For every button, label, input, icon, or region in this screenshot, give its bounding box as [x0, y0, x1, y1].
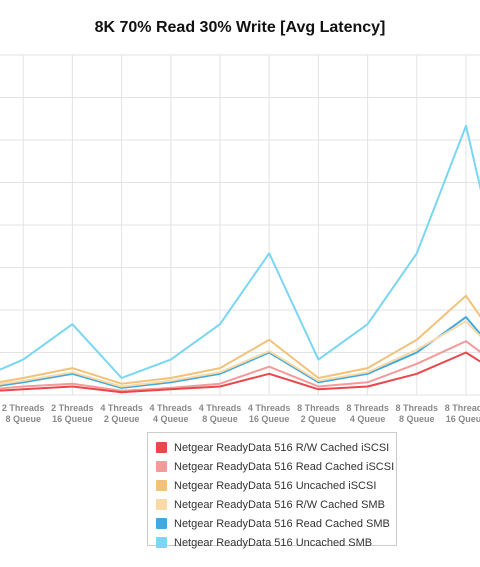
legend-item[interactable]: Netgear ReadyData 516 R/W Cached iSCSI [156, 438, 396, 457]
x-tick-label-threads: 4 Threads [100, 403, 143, 413]
series-line [0, 320, 480, 388]
legend-swatch [156, 499, 167, 510]
x-tick-label-threads: 8 Threads [297, 403, 340, 413]
x-tick-label-queue: 16 Queue [52, 414, 93, 424]
legend-item[interactable]: Netgear ReadyData 516 Read Cached SMB [156, 514, 396, 533]
x-tick-label-queue: 8 Queue [202, 414, 238, 424]
series-line [0, 340, 480, 392]
legend-label: Netgear ReadyData 516 Uncached SMB [174, 536, 373, 549]
series-line [0, 294, 480, 385]
legend-swatch [156, 537, 167, 548]
legend-label: Netgear ReadyData 516 R/W Cached iSCSI [174, 441, 390, 454]
x-tick-label-threads: 4 Threads [248, 403, 291, 413]
legend-item[interactable]: Netgear ReadyData 516 Uncached SMB [156, 533, 396, 552]
legend-item[interactable]: Netgear ReadyData 516 Uncached iSCSI [156, 476, 396, 495]
x-tick-label-threads: 2 Threads [2, 403, 45, 413]
legend: Netgear ReadyData 516 R/W Cached iSCSI Ne… [147, 432, 397, 549]
grid [0, 54, 480, 396]
x-tick-label-threads: 8 Threads [445, 403, 480, 413]
x-tick-label-threads: 2 Threads [51, 403, 94, 413]
series-line [0, 316, 480, 389]
x-tick-label-queue: 16 Queue [446, 414, 480, 424]
x-tick-label-threads: 4 Threads [199, 403, 242, 413]
x-tick-label-threads: 8 Threads [346, 403, 389, 413]
legend-swatch [156, 518, 167, 529]
x-tick-label-queue: 16 Queue [249, 414, 290, 424]
chart-title: 8K 70% Read 30% Write [Avg Latency] [94, 19, 386, 36]
legend-label: Netgear ReadyData 516 Uncached iSCSI [174, 479, 377, 492]
x-tick-label-queue: 8 Queue [5, 414, 41, 424]
x-tick-label-queue: 2 Queue [104, 414, 140, 424]
x-tick-label-queue: 2 Queue [301, 414, 337, 424]
x-tick-label-threads: 4 Threads [150, 403, 193, 413]
legend-swatch [156, 461, 167, 472]
x-tick-label-threads: 8 Threads [396, 403, 439, 413]
legend-label: Netgear ReadyData 516 Read Cached SMB [174, 517, 390, 530]
x-tick-label-queue: 8 Queue [399, 414, 435, 424]
legend-swatch [156, 480, 167, 491]
legend-item[interactable]: Netgear ReadyData 516 Read Cached iSCSI [156, 457, 396, 476]
series-line [0, 124, 480, 379]
x-tick-label-queue: 4 Queue [350, 414, 386, 424]
series-line [0, 351, 480, 394]
legend-item[interactable]: Netgear ReadyData 516 R/W Cached SMB [156, 495, 396, 514]
legend-label: Netgear ReadyData 516 Read Cached iSCSI [174, 460, 395, 473]
legend-label: Netgear ReadyData 516 R/W Cached SMB [174, 498, 385, 511]
series-lines [0, 124, 480, 394]
x-tick-label-queue: 4 Queue [153, 414, 189, 424]
legend-swatch [156, 442, 167, 453]
